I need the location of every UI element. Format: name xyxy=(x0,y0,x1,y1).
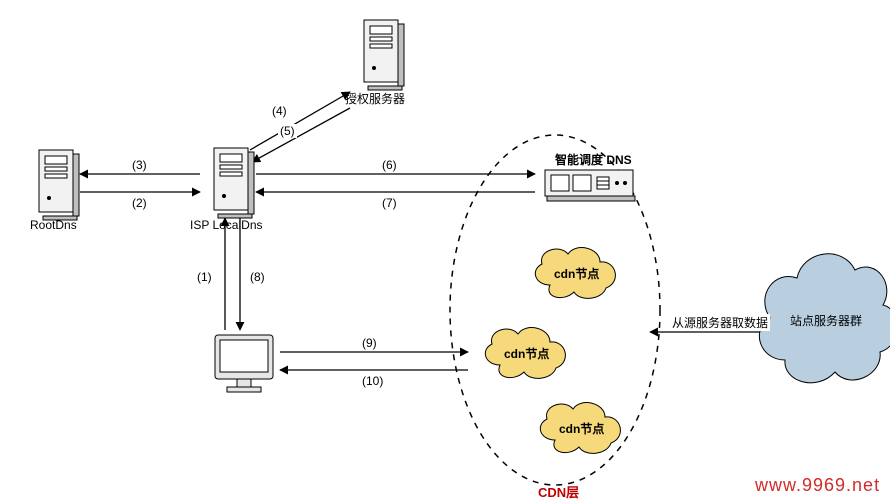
smart-dns-server-icon xyxy=(545,170,635,201)
edge-label-1: (1) xyxy=(195,270,214,284)
edge-label-7: (7) xyxy=(380,196,399,210)
edge-label-4: (4) xyxy=(270,104,289,118)
watermark-text: www.9969.net xyxy=(755,475,880,496)
edges xyxy=(80,92,760,370)
edge-label-origin: 从源服务器取数据 xyxy=(670,314,770,331)
cdn-node-3-text: cdn节点 xyxy=(559,421,604,436)
cdn-node-2-text: cdn节点 xyxy=(504,346,549,361)
cdn-node-2-icon: cdn节点 xyxy=(485,328,565,379)
origin-cloud-icon: 站点服务器群 xyxy=(759,254,890,383)
root-dns-label: RootDns xyxy=(30,218,77,232)
auth-srv-label: 授权服务器 xyxy=(345,90,405,107)
edge-label-10: (10) xyxy=(360,374,385,388)
cdn-node-1-text: cdn节点 xyxy=(554,266,599,281)
isp-localdns-server-icon xyxy=(214,148,254,218)
auth-server-icon xyxy=(364,20,404,90)
edge-4 xyxy=(250,92,350,150)
edge-5 xyxy=(252,108,350,162)
client-monitor-icon xyxy=(215,335,273,392)
edge-label-5: (5) xyxy=(278,124,297,138)
diagram-svg: cdn节点 cdn节点 cdn节点 站点服务器群 xyxy=(0,0,890,500)
edge-label-9: (9) xyxy=(360,336,379,350)
root-dns-server-icon xyxy=(39,150,79,220)
smart-dns-label: 智能调度 DNS xyxy=(555,151,632,168)
origin-cloud-text: 站点服务器群 xyxy=(790,313,862,328)
cdn-node-3-icon: cdn节点 xyxy=(540,403,620,454)
diagram-canvas: cdn节点 cdn节点 cdn节点 站点服务器群 RootDns ISP Loc… xyxy=(0,0,890,500)
edge-label-6: (6) xyxy=(380,158,399,172)
edge-label-8: (8) xyxy=(248,270,267,284)
cdn-layer-label: CDN层 xyxy=(538,482,579,500)
edge-label-3: (3) xyxy=(130,158,149,172)
edge-label-2: (2) xyxy=(130,196,149,210)
isp-dns-label: ISP LocalDns xyxy=(190,218,263,232)
cdn-node-1-icon: cdn节点 xyxy=(535,248,615,299)
